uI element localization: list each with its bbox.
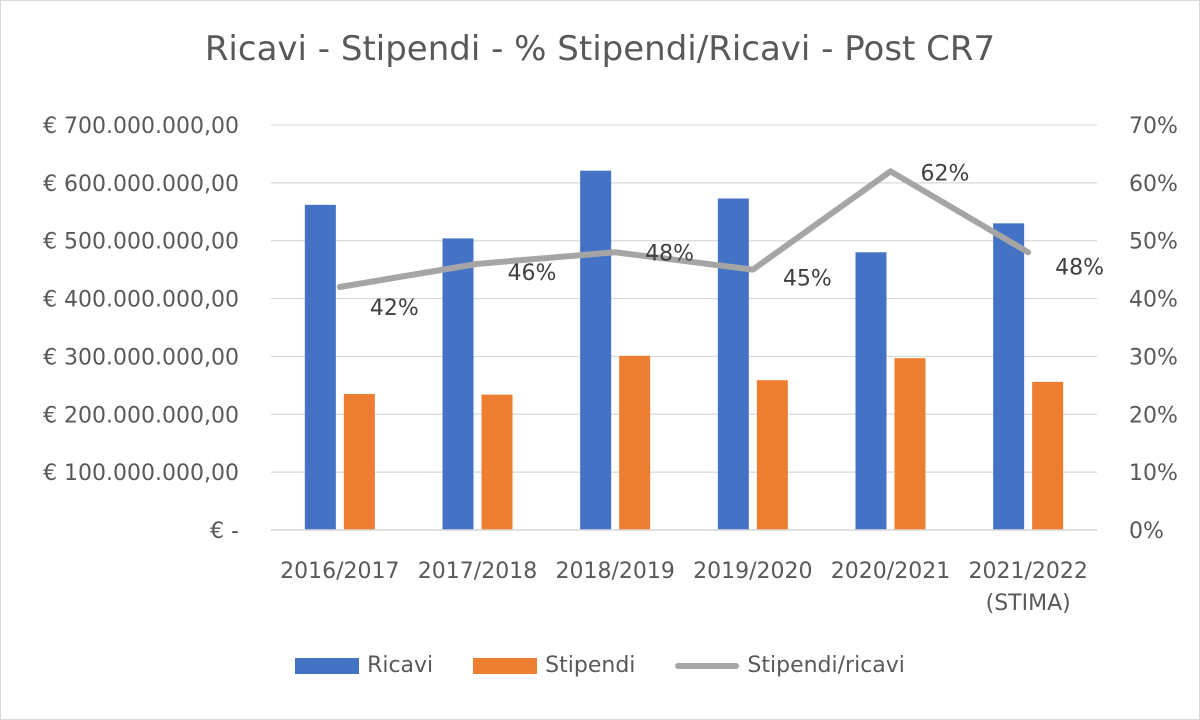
bar-ricavi: [304, 204, 336, 531]
bar-ricavi: [442, 238, 474, 530]
legend-item-ricavi: Ricavi: [295, 653, 433, 678]
bar-ricavi: [717, 198, 749, 530]
data-label-stipendi-ricavi: 45%: [783, 267, 832, 292]
bar-ricavi: [580, 170, 612, 530]
y-left-tick-label: € 700.000.000,00: [43, 114, 239, 139]
y-left-tick-label: € 400.000.000,00: [43, 288, 239, 313]
y-right-tick-label: 10%: [1129, 461, 1178, 486]
y-left-tick-label: € 100.000.000,00: [43, 461, 239, 486]
y-left-tick-label: € -: [210, 519, 239, 544]
x-tick-label: (STIMA): [986, 591, 1071, 616]
legend-item-stipendi-ricavi: Stipendi/ricavi: [675, 653, 905, 678]
legend-label-stipendi: Stipendi: [545, 653, 636, 678]
bar-stipendi: [1032, 381, 1064, 530]
y-left-tick-label: € 300.000.000,00: [43, 345, 239, 370]
bar-stipendi: [756, 380, 788, 530]
x-tick-label: 2017/2018: [418, 559, 537, 584]
legend-label-stipendi-ricavi: Stipendi/ricavi: [747, 653, 905, 678]
y-right-tick-label: 50%: [1129, 230, 1178, 255]
bar-ricavi: [855, 252, 887, 531]
x-tick-label: 2021/2022: [968, 559, 1087, 584]
legend: Ricavi Stipendi Stipendi/ricavi: [1, 653, 1199, 678]
x-tick-label: 2020/2021: [831, 559, 950, 584]
y-right-tick-label: 0%: [1129, 519, 1164, 544]
y-right-tick-label: 60%: [1129, 172, 1178, 197]
legend-swatch-stipendi-ricavi: [675, 662, 740, 669]
y-right-tick-label: 30%: [1129, 345, 1178, 370]
bar-stipendi: [343, 394, 375, 530]
bar-stipendi: [894, 358, 926, 530]
x-tick-label: 2016/2017: [280, 559, 399, 584]
data-label-stipendi-ricavi: 46%: [508, 261, 557, 286]
x-tick-label: 2019/2020: [693, 559, 812, 584]
data-label-stipendi-ricavi: 48%: [1055, 255, 1104, 280]
bar-ricavi: [993, 223, 1025, 530]
legend-swatch-ricavi: [295, 657, 360, 674]
legend-swatch-stipendi: [473, 657, 538, 674]
x-tick-label: 2018/2019: [555, 559, 674, 584]
y-right-tick-label: 70%: [1129, 114, 1178, 139]
line-stipendi-ricavi: [336, 168, 1032, 290]
y-left-tick-label: € 500.000.000,00: [43, 230, 239, 255]
y-left-tick-label: € 200.000.000,00: [43, 403, 239, 428]
y-right-tick-label: 20%: [1129, 403, 1178, 428]
legend-label-ricavi: Ricavi: [367, 653, 434, 678]
bar-stipendi: [619, 355, 651, 530]
data-label-stipendi-ricavi: 62%: [921, 161, 970, 186]
y-right-tick-label: 40%: [1129, 288, 1178, 313]
bar-stipendi: [481, 394, 513, 530]
chart-title: Ricavi - Stipendi - % Stipendi/Ricavi - …: [204, 29, 996, 69]
legend-item-stipendi: Stipendi: [473, 653, 635, 678]
y-left-tick-label: € 600.000.000,00: [43, 172, 239, 197]
data-label-stipendi-ricavi: 48%: [645, 241, 694, 266]
data-label-stipendi-ricavi: 42%: [370, 296, 419, 321]
